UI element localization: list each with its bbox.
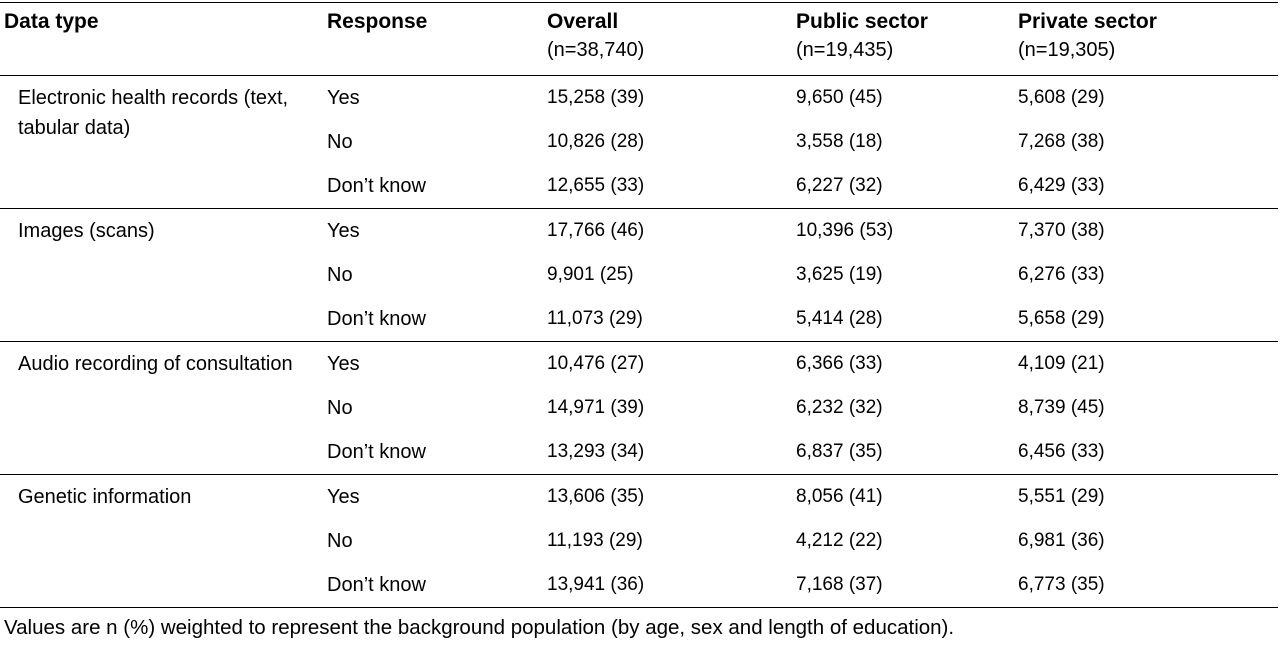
private-sector-cell: 6,276 (33) [1018, 264, 1105, 285]
response-cell: Don’t know [327, 441, 426, 463]
public-sector-cell: 6,227 (32) [796, 175, 883, 196]
header-public-label: Public sector [796, 10, 928, 33]
table-row: No 9,901 (25) 3,625 (19) 6,276 (33) [0, 253, 1278, 297]
public-sector-cell: 5,414 (28) [796, 308, 883, 329]
overall-cell: 13,606 (35) [547, 486, 645, 507]
table-row: No 10,826 (28) 3,558 (18) 7,268 (38) [0, 120, 1278, 164]
response-cell: Don’t know [327, 175, 426, 197]
table-row: Don’t know 11,073 (29) 5,414 (28) 5,658 (29… [0, 297, 1278, 342]
header-public-sector: Public sector (n=19,435) [796, 3, 1018, 76]
private-sector-cell: 6,429 (33) [1018, 175, 1105, 196]
overall-cell: 13,941 (36) [547, 574, 645, 595]
overall-cell: 11,073 (29) [547, 308, 643, 329]
response-cell: Yes [327, 87, 360, 109]
data-table: Data type Response Overall (n=38,740) Pu… [0, 2, 1278, 608]
header-response: Response [327, 10, 428, 33]
table-row: Don’t know 13,941 (36) 7,168 (37) 6,773 (35… [0, 563, 1278, 608]
overall-cell: 14,971 (39) [547, 397, 645, 418]
response-cell: Don’t know [327, 574, 426, 596]
response-cell: Yes [327, 486, 360, 508]
table-footnote: Values are n (%) weighted to represent t… [4, 616, 955, 639]
public-sector-cell: 6,232 (32) [796, 397, 883, 418]
response-cell: Yes [327, 353, 360, 375]
header-row: Data type Response Overall (n=38,740) Pu… [0, 2, 1278, 76]
data-type-cell: Electronic health records (text, tabular… [18, 87, 289, 139]
header-overall: Overall (n=38,740) [547, 3, 796, 76]
table-row: Images (scans) Yes 17,766 (46) 10,396 (53) 7… [0, 209, 1278, 254]
private-sector-cell: 7,370 (38) [1018, 220, 1105, 241]
table-group: Images (scans) Yes 17,766 (46) 10,396 (53) 7… [0, 209, 1278, 342]
private-sector-cell: 6,981 (36) [1018, 530, 1105, 551]
response-cell: No [327, 131, 353, 153]
table-group: Audio recording of consultation Yes 10,476… [0, 342, 1278, 475]
header-private-sector: Private sector (n=19,305) [1018, 3, 1278, 76]
response-cell: Don’t know [327, 308, 426, 330]
private-sector-cell: 6,773 (35) [1018, 574, 1105, 595]
public-sector-cell: 6,837 (35) [796, 441, 883, 462]
table-row: Electronic health records (text, tabular… [0, 76, 1278, 139]
table-row: No 11,193 (29) 4,212 (22) 6,981 (36) [0, 519, 1278, 563]
private-sector-cell: 6,456 (33) [1018, 441, 1105, 462]
overall-cell: 17,766 (46) [547, 220, 645, 241]
overall-cell: 11,193 (29) [547, 530, 643, 551]
overall-cell: 15,258 (39) [547, 87, 645, 108]
public-sector-cell: 7,168 (37) [796, 574, 883, 595]
public-sector-cell: 9,650 (45) [796, 87, 883, 108]
public-sector-cell: 4,212 (22) [796, 530, 883, 551]
table-group: Electronic health records (text, tabular… [0, 76, 1278, 209]
table-row: Don’t know 13,293 (34) 6,837 (35) 6,456 (33… [0, 430, 1278, 475]
table-row: Genetic information Yes 13,606 (35) 8,056 (… [0, 475, 1278, 520]
response-cell: No [327, 264, 353, 286]
private-sector-cell: 5,658 (29) [1018, 308, 1105, 329]
response-cell: No [327, 530, 353, 552]
overall-cell: 10,476 (27) [547, 353, 645, 374]
data-type-cell: Genetic information [18, 486, 192, 508]
private-sector-cell: 8,739 (45) [1018, 397, 1105, 418]
response-cell: Yes [327, 220, 360, 242]
overall-cell: 10,826 (28) [547, 131, 645, 152]
private-sector-cell: 7,268 (38) [1018, 131, 1105, 152]
overall-cell: 13,293 (34) [547, 441, 645, 462]
public-sector-cell: 6,366 (33) [796, 353, 883, 374]
public-sector-cell: 3,625 (19) [796, 264, 883, 285]
header-overall-n: (n=38,740) [547, 39, 645, 61]
header-data-type: Data type [4, 10, 99, 33]
data-type-cell: Images (scans) [18, 220, 155, 242]
header-private-n: (n=19,305) [1018, 39, 1116, 61]
private-sector-cell: 4,109 (21) [1018, 353, 1105, 374]
data-type-cell: Audio recording of consultation [18, 353, 293, 375]
header-public-n: (n=19,435) [796, 39, 894, 61]
public-sector-cell: 3,558 (18) [796, 131, 883, 152]
table-row: Don’t know 12,655 (33) 6,227 (32) 6,429 (33… [0, 164, 1278, 209]
private-sector-cell: 5,608 (29) [1018, 87, 1105, 108]
public-sector-cell: 10,396 (53) [796, 220, 894, 241]
response-cell: No [327, 397, 353, 419]
public-sector-cell: 8,056 (41) [796, 486, 883, 507]
overall-cell: 9,901 (25) [547, 264, 634, 285]
header-overall-label: Overall [547, 10, 619, 33]
table-row: No 14,971 (39) 6,232 (32) 8,739 (45) [0, 386, 1278, 430]
header-private-label: Private sector [1018, 10, 1157, 33]
table-group: Genetic information Yes 13,606 (35) 8,056 (… [0, 475, 1278, 608]
table-header: Data type Response Overall (n=38,740) Pu… [0, 2, 1278, 76]
data-table-container: Data type Response Overall (n=38,740) Pu… [0, 2, 1278, 608]
table-row: Audio recording of consultation Yes 10,476… [0, 342, 1278, 387]
overall-cell: 12,655 (33) [547, 175, 645, 196]
private-sector-cell: 5,551 (29) [1018, 486, 1105, 507]
